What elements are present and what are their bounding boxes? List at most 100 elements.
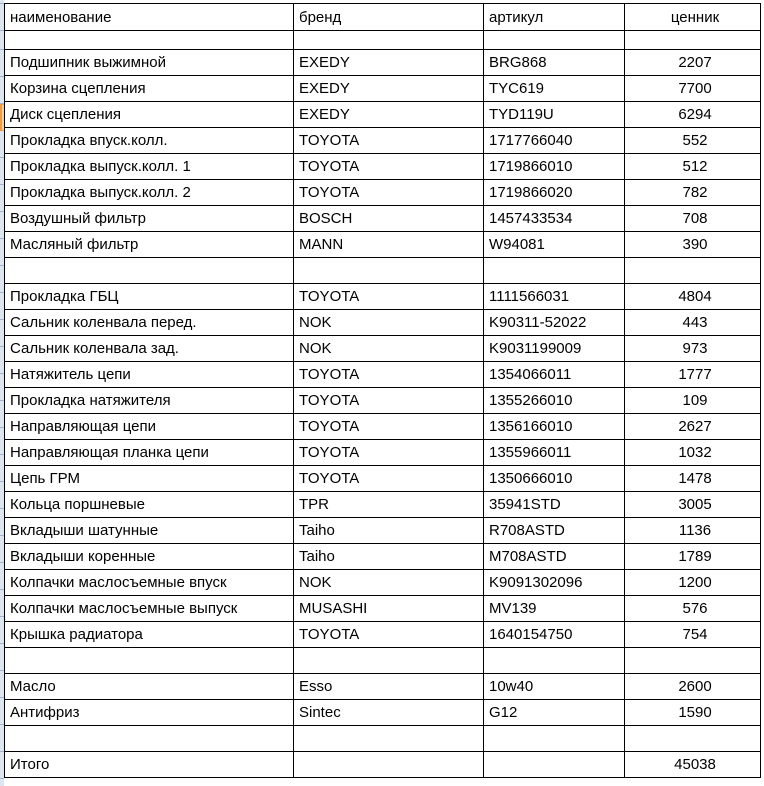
row-header[interactable] xyxy=(0,590,4,617)
cell-price[interactable]: 782 xyxy=(624,179,761,206)
cell-article[interactable]: 1719866020 xyxy=(483,179,625,206)
row-header[interactable] xyxy=(0,509,4,536)
cell-name[interactable] xyxy=(4,647,294,674)
cell-article[interactable]: TYC619 xyxy=(483,75,625,102)
cell-article[interactable]: W94081 xyxy=(483,231,625,258)
cell-article[interactable] xyxy=(483,30,625,50)
row-header[interactable] xyxy=(0,455,4,482)
row-header[interactable] xyxy=(0,563,4,590)
cell-price[interactable] xyxy=(624,725,761,752)
selected-row-header[interactable] xyxy=(0,104,4,131)
row-header[interactable] xyxy=(0,293,4,320)
column-header-article[interactable]: артикул xyxy=(483,3,625,31)
cell-article[interactable]: K9031199009 xyxy=(483,335,625,362)
cell-price[interactable] xyxy=(624,647,761,674)
cell-price[interactable] xyxy=(624,30,761,50)
cell-brand[interactable]: Sintec xyxy=(293,699,484,726)
row-header[interactable] xyxy=(0,131,4,158)
row-header[interactable] xyxy=(0,752,4,779)
cell-brand[interactable]: TOYOTA xyxy=(293,413,484,440)
cell-name[interactable]: Диск сцепления xyxy=(4,101,294,128)
cell-brand[interactable] xyxy=(293,751,484,778)
cell-name[interactable]: Прокладка выпуск.колл. 1 xyxy=(4,153,294,180)
row-header[interactable] xyxy=(0,77,4,104)
cell-brand[interactable]: NOK xyxy=(293,335,484,362)
cell-article[interactable]: TYD119U xyxy=(483,101,625,128)
cell-brand[interactable]: TOYOTA xyxy=(293,387,484,414)
row-header[interactable] xyxy=(0,320,4,347)
cell-name[interactable]: Направляющая цепи xyxy=(4,413,294,440)
cell-article[interactable]: 1719866010 xyxy=(483,153,625,180)
cell-article[interactable]: 1350666010 xyxy=(483,465,625,492)
cell-price[interactable]: 7700 xyxy=(624,75,761,102)
cell-article[interactable]: 10w40 xyxy=(483,673,625,700)
cell-price[interactable]: 443 xyxy=(624,309,761,336)
row-header[interactable] xyxy=(0,617,4,644)
cell-article[interactable] xyxy=(483,257,625,284)
cell-name[interactable]: Направляющая планка цепи xyxy=(4,439,294,466)
cell-name[interactable]: Прокладка натяжителя xyxy=(4,387,294,414)
cell-article[interactable]: 35941STD xyxy=(483,491,625,518)
row-header[interactable] xyxy=(0,4,4,31)
cell-name[interactable] xyxy=(4,257,294,284)
cell-price[interactable]: 4804 xyxy=(624,283,761,310)
cell-price[interactable]: 2627 xyxy=(624,413,761,440)
cell-name[interactable]: Прокладка выпуск.колл. 2 xyxy=(4,179,294,206)
cell-name[interactable]: Вкладыши коренные xyxy=(4,543,294,570)
cell-name[interactable]: Антифриз xyxy=(4,699,294,726)
cell-price[interactable]: 1777 xyxy=(624,361,761,388)
cell-name[interactable]: Итого xyxy=(4,751,294,778)
row-header[interactable] xyxy=(0,185,4,212)
row-header[interactable] xyxy=(0,671,4,698)
cell-price[interactable]: 1590 xyxy=(624,699,761,726)
cell-price[interactable]: 973 xyxy=(624,335,761,362)
cell-price[interactable]: 390 xyxy=(624,231,761,258)
cell-brand[interactable]: BOSCH xyxy=(293,205,484,232)
row-header[interactable] xyxy=(0,482,4,509)
cell-brand[interactable] xyxy=(293,30,484,50)
cell-brand[interactable] xyxy=(293,647,484,674)
cell-name[interactable] xyxy=(4,30,294,50)
cell-brand[interactable]: TOYOTA xyxy=(293,439,484,466)
cell-brand[interactable]: TPR xyxy=(293,491,484,518)
row-header[interactable] xyxy=(0,725,4,752)
cell-price[interactable]: 754 xyxy=(624,621,761,648)
cell-brand[interactable]: TOYOTA xyxy=(293,465,484,492)
row-header[interactable] xyxy=(0,347,4,374)
cell-brand[interactable] xyxy=(293,257,484,284)
cell-brand[interactable]: EXEDY xyxy=(293,49,484,76)
row-header[interactable] xyxy=(0,644,4,671)
column-header-price[interactable]: ценник xyxy=(624,3,761,31)
cell-article[interactable]: G12 xyxy=(483,699,625,726)
cell-article[interactable]: M708ASTD xyxy=(483,543,625,570)
row-header[interactable] xyxy=(0,401,4,428)
cell-price[interactable]: 1032 xyxy=(624,439,761,466)
cell-name[interactable]: Прокладка впуск.колл. xyxy=(4,127,294,154)
cell-article[interactable]: 1640154750 xyxy=(483,621,625,648)
cell-name[interactable]: Корзина сцепления xyxy=(4,75,294,102)
cell-article[interactable] xyxy=(483,751,625,778)
row-header[interactable] xyxy=(0,158,4,185)
cell-price[interactable]: 1200 xyxy=(624,569,761,596)
row-header[interactable] xyxy=(0,374,4,401)
cell-name[interactable]: Вкладыши шатунные xyxy=(4,517,294,544)
cell-name[interactable]: Колпачки маслосъемные выпуск xyxy=(4,595,294,622)
cell-price[interactable]: 3005 xyxy=(624,491,761,518)
cell-name[interactable]: Сальник коленвала зад. xyxy=(4,335,294,362)
cell-price[interactable]: 552 xyxy=(624,127,761,154)
cell-brand[interactable]: Taiho xyxy=(293,517,484,544)
cell-brand[interactable]: MUSASHI xyxy=(293,595,484,622)
cell-name[interactable]: Кольца поршневые xyxy=(4,491,294,518)
cell-name[interactable]: Масляный фильтр xyxy=(4,231,294,258)
cell-brand[interactable]: TOYOTA xyxy=(293,621,484,648)
cell-article[interactable]: 1457433534 xyxy=(483,205,625,232)
cell-name[interactable]: Подшипник выжимной xyxy=(4,49,294,76)
row-header[interactable] xyxy=(0,212,4,239)
cell-name[interactable]: Крышка радиатора xyxy=(4,621,294,648)
cell-name[interactable]: Прокладка ГБЦ xyxy=(4,283,294,310)
cell-article[interactable]: 1717766040 xyxy=(483,127,625,154)
row-header[interactable] xyxy=(0,239,4,266)
cell-name[interactable]: Воздушный фильтр xyxy=(4,205,294,232)
cell-price[interactable]: 576 xyxy=(624,595,761,622)
cell-article[interactable] xyxy=(483,725,625,752)
